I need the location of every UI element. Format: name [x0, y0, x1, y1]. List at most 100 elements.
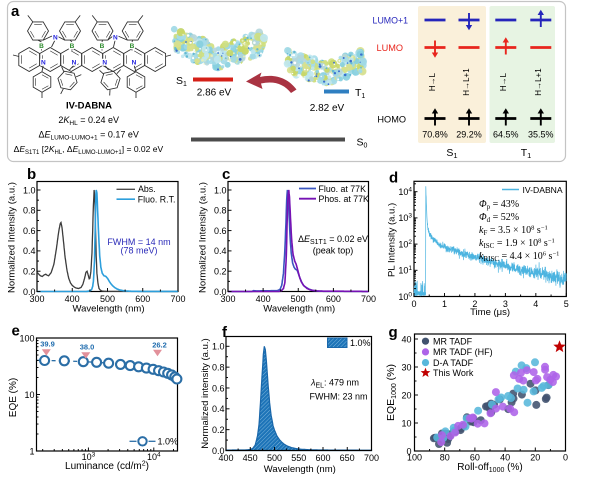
svg-text:MR TADF: MR TADF: [433, 337, 473, 347]
svg-text:e: e: [12, 323, 20, 340]
svg-text:102: 102: [398, 239, 412, 250]
svg-text:a: a: [11, 3, 20, 20]
svg-text:N: N: [132, 60, 137, 67]
svg-text:0.8: 0.8: [214, 206, 227, 216]
svg-text:0: 0: [411, 299, 416, 309]
svg-text:Wavelength (nm): Wavelength (nm): [73, 304, 145, 315]
svg-text:40: 40: [500, 453, 510, 463]
svg-text:Normalized Intensity (a.u.): Normalized Intensity (a.u.): [198, 182, 209, 293]
svg-text:(78 meV): (78 meV): [120, 246, 157, 256]
svg-text:600: 600: [135, 294, 150, 304]
svg-text:N: N: [72, 60, 77, 67]
svg-text:1: 1: [442, 299, 447, 309]
svg-text:500: 500: [291, 294, 306, 304]
svg-text:N: N: [53, 35, 58, 42]
svg-text:550: 550: [291, 453, 306, 463]
svg-text:100: 100: [398, 291, 412, 302]
svg-text:500: 500: [267, 453, 282, 463]
svg-text:1.0%: 1.0%: [350, 338, 371, 348]
svg-text:29.2%: 29.2%: [456, 130, 482, 140]
svg-text:HOMO: HOMO: [377, 115, 406, 125]
svg-text:Time (μs): Time (μs): [470, 307, 510, 318]
svg-text:N: N: [41, 60, 46, 67]
svg-text:H→L: H→L: [428, 72, 437, 91]
svg-text:b: b: [27, 166, 36, 183]
svg-text:H→L+1: H→L+1: [534, 68, 543, 96]
svg-text:700: 700: [364, 453, 379, 463]
svg-text:H→L+1: H→L+1: [462, 68, 471, 96]
svg-text:64.5%: 64.5%: [493, 130, 519, 140]
svg-text:1.0: 1.0: [214, 185, 227, 195]
svg-text:4: 4: [533, 299, 538, 309]
svg-text:500: 500: [100, 294, 115, 304]
svg-text:IV-DABNA: IV-DABNA: [66, 101, 112, 112]
svg-text:EQE1000 (%): EQE1000 (%): [385, 364, 398, 421]
svg-text:Roll-off1000 (%): Roll-off1000 (%): [457, 462, 522, 474]
svg-text:0.0: 0.0: [212, 446, 225, 456]
svg-text:0.2: 0.2: [212, 425, 225, 435]
svg-text:700: 700: [170, 294, 185, 304]
svg-text:0.8: 0.8: [212, 362, 225, 372]
svg-text:Fluo. at 77K: Fluo. at 77K: [319, 184, 367, 194]
svg-text:10: 10: [401, 418, 411, 428]
svg-text:H→L: H→L: [499, 72, 508, 91]
svg-text:101: 101: [398, 265, 412, 276]
svg-text:d: d: [389, 170, 398, 187]
svg-text:Φp = 43%: Φp = 43%: [479, 199, 519, 211]
svg-text:400: 400: [256, 294, 271, 304]
svg-text:λEL: 479 nm: λEL: 479 nm: [310, 378, 359, 390]
svg-text:30: 30: [401, 362, 411, 372]
svg-text:1.0: 1.0: [23, 185, 36, 195]
svg-text:0.0: 0.0: [23, 287, 36, 297]
svg-text:35.5%: 35.5%: [528, 130, 554, 140]
svg-text:N: N: [113, 35, 118, 42]
svg-text:FWHM: 23 nm: FWHM: 23 nm: [310, 392, 368, 402]
svg-text:0.4: 0.4: [23, 246, 36, 256]
svg-text:PL Intensity (a.u.): PL Intensity (a.u.): [387, 203, 398, 277]
svg-text:Wavelength (nm): Wavelength (nm): [263, 304, 335, 315]
svg-text:5: 5: [564, 299, 569, 309]
svg-text:B: B: [39, 43, 44, 50]
svg-text:1.0: 1.0: [212, 342, 225, 352]
svg-text:Luminance (cd/m2): Luminance (cd/m2): [65, 460, 149, 472]
svg-text:B: B: [100, 43, 105, 50]
svg-text:60: 60: [470, 453, 480, 463]
svg-text:0.2: 0.2: [23, 267, 36, 277]
svg-text:This Work: This Work: [433, 368, 474, 378]
svg-text:kRISC = 4.4 × 106 s−1: kRISC = 4.4 × 106 s−1: [479, 251, 559, 264]
svg-text:0.8: 0.8: [23, 206, 36, 216]
svg-text:EQE (%): EQE (%): [8, 378, 19, 417]
svg-text:103: 103: [398, 213, 412, 224]
svg-text:104: 104: [147, 451, 161, 462]
svg-text:1.0%: 1.0%: [158, 437, 179, 447]
svg-text:MR TADF (HF): MR TADF (HF): [433, 347, 493, 357]
svg-text:100: 100: [19, 333, 34, 343]
svg-text:Wavelength (nm): Wavelength (nm): [264, 464, 336, 475]
svg-text:0.4: 0.4: [214, 246, 227, 256]
svg-text:2.86 eV: 2.86 eV: [197, 88, 232, 99]
svg-text:ΔES1T1 = 0.02 eV: ΔES1T1 = 0.02 eV: [298, 234, 368, 246]
svg-text:0.4: 0.4: [212, 404, 225, 414]
svg-text:450: 450: [243, 453, 258, 463]
svg-text:26.2: 26.2: [152, 340, 167, 349]
svg-text:Normalized intensity (a.u.): Normalized intensity (a.u.): [200, 338, 211, 448]
svg-text:0: 0: [406, 446, 411, 456]
svg-text:10: 10: [24, 390, 34, 400]
svg-text:20: 20: [401, 390, 411, 400]
svg-text:80: 80: [440, 453, 450, 463]
svg-text:D-A TADF: D-A TADF: [433, 358, 474, 368]
svg-text:700: 700: [361, 294, 376, 304]
svg-text:40: 40: [401, 334, 411, 344]
svg-text:Phos. at 77K: Phos. at 77K: [319, 194, 370, 204]
svg-text:B: B: [130, 43, 135, 50]
svg-text:400: 400: [65, 294, 80, 304]
svg-text:1: 1: [29, 446, 34, 456]
svg-text:104: 104: [398, 187, 412, 198]
svg-text:Abs.: Abs.: [138, 184, 156, 194]
svg-text:0.0: 0.0: [214, 287, 227, 297]
svg-text:c: c: [222, 166, 230, 183]
svg-text:650: 650: [340, 453, 355, 463]
svg-text:39.9: 39.9: [40, 339, 55, 348]
svg-text:(peak top): (peak top): [313, 246, 354, 256]
svg-text:0: 0: [563, 453, 568, 463]
